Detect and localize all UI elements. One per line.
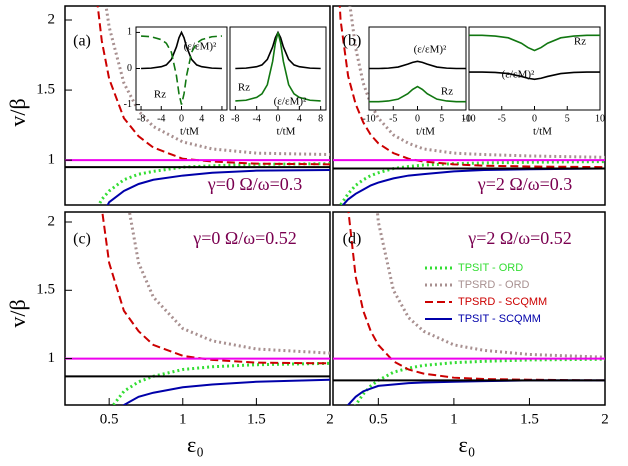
panel-label: (d) [343, 231, 362, 248]
inset-label: (ε/εM)² [274, 96, 307, 108]
y-tick-label: 2 [48, 213, 56, 229]
plot-area [140, 30, 223, 105]
x-tick-label: -5 [498, 113, 506, 124]
x-tick-label: 10 [595, 113, 605, 124]
inset-frame [468, 26, 601, 111]
x-tick-label: 0.5 [100, 411, 119, 427]
x-tick-label: 8 [219, 113, 224, 124]
panel-frame [332, 211, 606, 406]
plot-area [65, 212, 330, 405]
legend-label: TPSIT - SCQMM [458, 313, 541, 325]
line-series [469, 34, 600, 52]
line-series [469, 71, 600, 81]
x-axis-label: ε₀ [459, 432, 476, 457]
x-tick-label: 1.5 [520, 411, 539, 427]
y-tick-label: 2 [48, 11, 56, 27]
y-tick-label: 1 [48, 152, 56, 168]
x-tick-label: 0.5 [369, 411, 388, 427]
legend-label: TPSRD - ORD [458, 279, 530, 291]
x-tick-label: 8 [318, 113, 323, 124]
inset-label: Rz [574, 36, 586, 48]
x-tick-label: -8 [137, 113, 145, 124]
y-tick-label: 1.5 [36, 82, 55, 98]
x-axis-label: t/tM [180, 126, 199, 138]
annotation: γ=2 Ω/ω=0.52 [467, 228, 571, 248]
line-series [106, 168, 330, 205]
x-tick-label: -10 [362, 113, 375, 124]
x-tick-label: -5 [389, 113, 397, 124]
x-tick-label: -4 [157, 113, 165, 124]
panel-label: (c) [73, 231, 91, 248]
line-series [341, 167, 605, 205]
y-tick-label: 1 [48, 350, 56, 366]
y-tick-label: 0 [127, 63, 132, 74]
x-tick-label: 0 [532, 113, 537, 124]
line-series [369, 85, 466, 103]
panel-label: (a) [73, 33, 91, 50]
x-axis-label: t/tM [533, 126, 552, 138]
x-tick-label: 0 [179, 113, 184, 124]
inset-label: (ε/εM)² [184, 41, 217, 53]
x-tick-label: 4 [297, 113, 302, 124]
plot-area [235, 30, 321, 102]
line-series [369, 60, 466, 70]
x-tick-label: -8 [231, 113, 239, 124]
line-series [141, 30, 222, 70]
line-series [338, 6, 605, 169]
x-tick-label: 5 [565, 113, 570, 124]
x-tick-label: -4 [252, 113, 260, 124]
x-tick-label: 4 [199, 113, 204, 124]
line-series [96, 6, 330, 166]
x-tick-label: 2 [326, 411, 334, 427]
plot-area [333, 6, 605, 205]
y-axis-label: v/β [5, 98, 30, 126]
plot-area [469, 34, 600, 81]
y-tick-label: 1.5 [36, 282, 55, 298]
x-axis-label: ε₀ [187, 432, 204, 457]
x-tick-label: -10 [462, 113, 475, 124]
line-series [348, 6, 605, 159]
y-tick-label: -1 [124, 99, 132, 110]
annotation: γ=0 Ω/ω=0.52 [192, 228, 296, 248]
line-series [235, 32, 321, 102]
plot-area [65, 6, 330, 205]
x-tick-label: 0 [415, 113, 420, 124]
x-tick-label: 1 [450, 411, 458, 427]
inset-label: (ε/εM)² [414, 44, 447, 56]
inset-label: (ε/εM)² [502, 69, 535, 81]
inset-label: Rz [441, 86, 453, 98]
annotation: γ=2 Ω/ω=0.3 [477, 174, 572, 194]
panel-label: (b) [343, 33, 362, 50]
line-series [122, 378, 330, 405]
x-tick-label: 2 [601, 411, 609, 427]
y-tick-label: 1 [127, 27, 132, 38]
y-axis-label: v/β [5, 299, 30, 327]
line-series [140, 35, 223, 105]
legend-label: TPSRD - SCQMM [458, 296, 547, 308]
x-tick-label: 0 [276, 113, 281, 124]
plot-area [333, 212, 605, 405]
line-series [127, 212, 330, 355]
inset-label: Rz [238, 82, 250, 94]
line-series [338, 160, 605, 205]
annotation: γ=0 Ω/ω=0.3 [207, 174, 302, 194]
inset-label: Rz [154, 89, 166, 101]
x-axis-label: t/tM [277, 126, 296, 138]
x-axis-label: t/tM [416, 126, 435, 138]
x-tick-label: 1.5 [247, 411, 266, 427]
line-series [353, 357, 605, 405]
x-tick-label: 5 [439, 113, 444, 124]
panel-frame [64, 211, 331, 406]
plot-area [369, 60, 466, 103]
line-series [101, 212, 330, 365]
legend-label: TPSIT - ORD [458, 262, 523, 274]
line-series [375, 212, 605, 359]
x-tick-label: 10 [461, 113, 471, 124]
x-tick-label: 1 [179, 411, 187, 427]
